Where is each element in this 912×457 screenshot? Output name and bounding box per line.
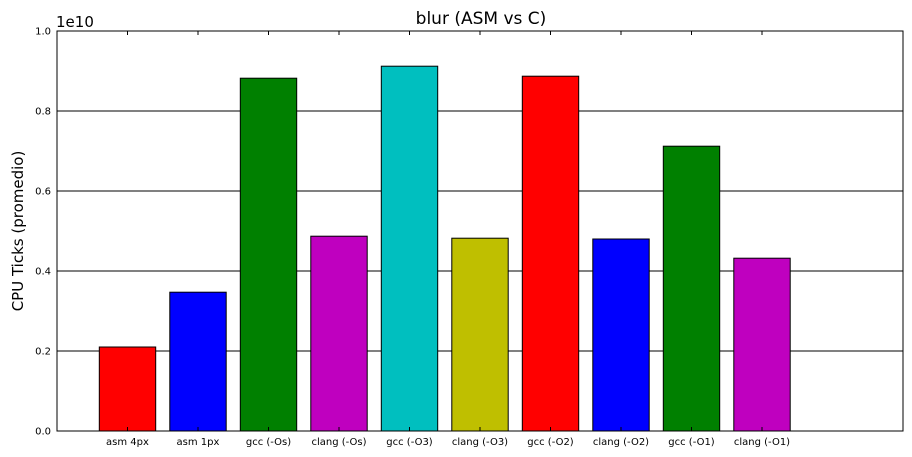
x-tick-label-1: asm 1px <box>177 437 220 448</box>
bar-gcc-o3 <box>380 65 439 432</box>
x-tick-label-9: clang (-O1) <box>734 437 790 448</box>
x-tick-label-4: gcc (-O3) <box>386 437 433 448</box>
bar-gcc-o2 <box>521 75 580 432</box>
x-tick-label-3: clang (-Os) <box>311 437 366 448</box>
bar-gcc-o1 <box>662 145 721 432</box>
x-tick-label-5: clang (-O3) <box>452 437 508 448</box>
y-tick-label-4: 0.8 <box>35 107 51 118</box>
x-tick-label-2: gcc (-Os) <box>246 437 291 448</box>
plot-frame <box>56 30 904 432</box>
bar-gcc-os <box>239 77 298 432</box>
x-tick-label-0: asm 4px <box>106 437 149 448</box>
y-tick-label-0: 0.0 <box>35 427 51 438</box>
x-tick-label-7: clang (-O2) <box>593 437 649 448</box>
bar-clang-o2 <box>592 238 650 432</box>
bar-asm-1px <box>169 291 227 432</box>
y-tick-label-3: 0.6 <box>35 187 51 198</box>
x-tick-label-6: gcc (-O2) <box>527 437 574 448</box>
y-tick-label-1: 0.2 <box>35 347 51 358</box>
y-tick-label-5: 1.0 <box>35 27 51 38</box>
y-axis-label: CPU Ticks (promedio) <box>9 151 27 312</box>
bar-asm-4px <box>98 346 157 432</box>
x-tick-label-8: gcc (-O1) <box>668 437 715 448</box>
bars-group <box>98 65 791 432</box>
bar-clang-os <box>310 235 368 432</box>
y-axis-offset-label: 1e10 <box>56 13 94 31</box>
y-tick-labels: 0.0 0.2 0.4 0.6 0.8 1.0 <box>35 27 51 438</box>
bar-clang-o3 <box>451 237 509 432</box>
chart-title: blur (ASM vs C) <box>416 9 547 29</box>
y-tick-label-2: 0.4 <box>35 267 51 278</box>
x-tick-labels: asm 4px asm 1px gcc (-Os) clang (-Os) gcc (-… <box>106 437 790 448</box>
bar-clang-o1 <box>733 257 791 432</box>
